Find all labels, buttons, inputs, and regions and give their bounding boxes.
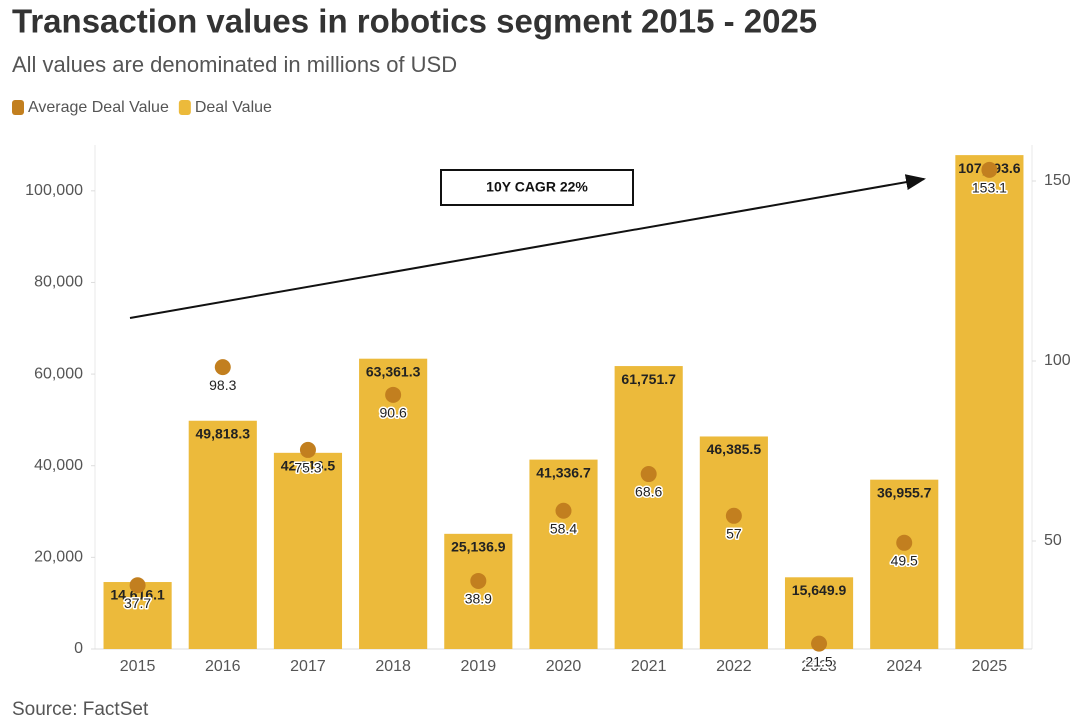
bar (529, 459, 598, 649)
y-tick-label: 100,000 (25, 182, 83, 199)
bar-value-label: 15,649.9 (792, 582, 847, 598)
x-tick-label: 2020 (546, 658, 582, 675)
bar-value-label: 41,336.7 (536, 464, 591, 480)
point-value-label: 98.3 (209, 377, 236, 393)
point-value-label: 21.5 (805, 653, 832, 669)
bar (955, 155, 1024, 650)
source: Source: FactSet (12, 699, 149, 720)
bar-value-label: 42,816.5 (281, 458, 336, 474)
x-tick-label: 2024 (886, 658, 922, 675)
y-tick-label: 60,000 (34, 365, 83, 382)
bar-value-label: 14,616.1 (110, 587, 165, 603)
bar (188, 420, 257, 649)
bar (359, 358, 428, 649)
point (129, 577, 146, 594)
bar (870, 479, 939, 649)
legend-swatch (178, 100, 191, 115)
point (811, 635, 828, 652)
y2-tick-label: 100 (1044, 352, 1071, 369)
y-tick-label: 40,000 (34, 457, 83, 474)
x-tick-label: 2016 (205, 658, 241, 675)
point-value-label: 49.5 (891, 553, 918, 569)
bar (614, 366, 683, 649)
point-value-label: 75.3 (294, 460, 321, 476)
point (555, 502, 572, 519)
bar-value-label: 46,385.5 (707, 441, 762, 457)
bar-value-label: 25,136.9 (451, 539, 506, 555)
point-value-label: 68.6 (635, 484, 662, 500)
chart-subtitle: All values are denominated in millions o… (12, 52, 457, 77)
bar-value-label: 61,751.7 (621, 371, 676, 387)
point (640, 466, 657, 483)
x-tick-label: 2019 (461, 658, 497, 675)
y2-tick-label: 50 (1044, 532, 1062, 549)
y-tick-label: 80,000 (34, 274, 83, 291)
legend-label: Deal Value (195, 99, 272, 116)
point (981, 161, 998, 178)
plot (103, 155, 1024, 650)
annotation: 10Y CAGR 22% (486, 179, 588, 195)
x-tick-label: 2018 (375, 658, 411, 675)
bar-value-label: 49,818.3 (196, 425, 251, 441)
point-value-label: 153.1 (972, 180, 1007, 196)
bar-value-label: 63,361.3 (366, 363, 421, 379)
y-tick-label: 20,000 (34, 549, 83, 566)
chart-title: Transaction values in robotics segment 2… (12, 3, 817, 40)
point-value-label: 90.6 (380, 405, 407, 421)
bar (444, 533, 513, 649)
point (385, 386, 402, 403)
x-tick-label: 2021 (631, 658, 667, 675)
point (214, 359, 231, 376)
legend-label: Average Deal Value (28, 99, 169, 116)
x-tick-label: 2023 (801, 658, 837, 675)
point-value-label: 57 (726, 526, 742, 542)
bar (699, 436, 768, 649)
point (896, 534, 913, 551)
x-tick-label: 2015 (120, 658, 156, 675)
bar-value-label: 36,955.7 (877, 484, 932, 500)
y2-tick-label: 150 (1044, 172, 1071, 189)
x-tick-label: 2017 (290, 658, 326, 675)
legend-swatch (12, 100, 24, 115)
point (299, 441, 316, 458)
point-value-label: 58.4 (550, 520, 577, 536)
point (470, 572, 487, 589)
y-tick-label: 0 (74, 640, 83, 657)
bar (273, 452, 343, 649)
point (725, 507, 742, 524)
point-value-label: 37.7 (124, 595, 151, 611)
cagr-arrow (129, 174, 926, 319)
x-tick-label: 2025 (972, 658, 1008, 675)
x-tick-label: 2022 (716, 658, 752, 675)
point-value-label: 38.9 (465, 591, 492, 607)
annotation-box (440, 169, 634, 206)
